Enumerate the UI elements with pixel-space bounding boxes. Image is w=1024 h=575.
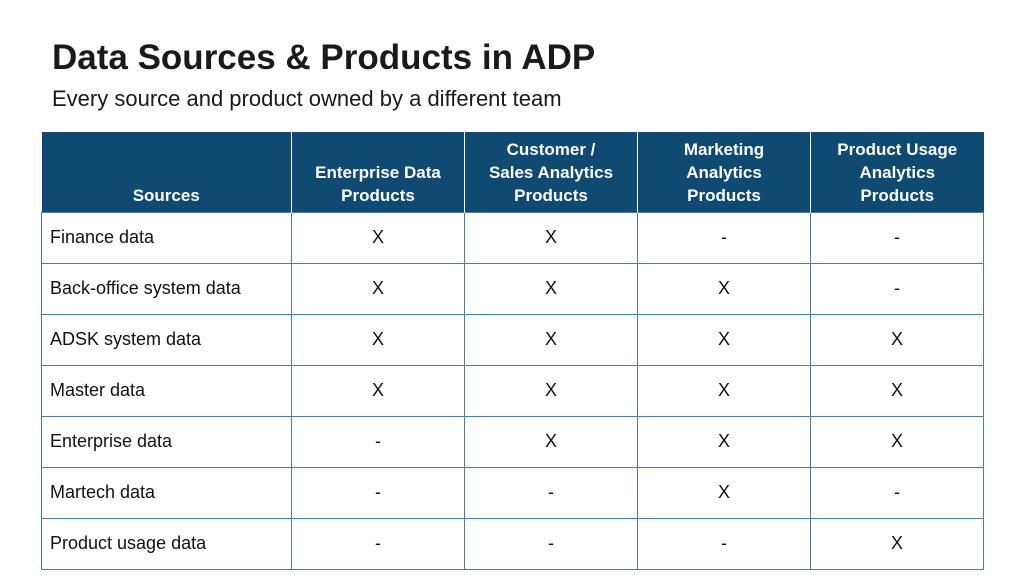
- mark-cell: -: [810, 262, 984, 315]
- mark-cell: X: [810, 517, 984, 570]
- mark-cell: X: [810, 364, 984, 417]
- table-row: Product usage data - - - X: [41, 517, 984, 570]
- table-row: Back-office system data X X X -: [41, 262, 984, 315]
- mark-cell: X: [464, 211, 638, 264]
- mark-cell: X: [810, 415, 984, 468]
- table-head: Sources Enterprise Data Products Customer …: [41, 132, 984, 212]
- column-header: Sources: [41, 132, 292, 212]
- mark-cell: X: [810, 313, 984, 366]
- mark-cell: X: [464, 364, 638, 417]
- mark-cell: -: [810, 211, 984, 264]
- mark-cell: -: [810, 466, 984, 519]
- mark-cell: X: [637, 466, 811, 519]
- column-header: Marketing Analytics Products: [637, 132, 811, 212]
- column-header: Customer / Sales Analytics Products: [464, 132, 638, 212]
- mark-cell: -: [637, 517, 811, 570]
- source-cell: Enterprise data: [41, 415, 292, 468]
- mark-cell: X: [637, 415, 811, 468]
- mark-cell: X: [637, 262, 811, 315]
- mark-cell: X: [464, 415, 638, 468]
- mark-cell: -: [464, 466, 638, 519]
- column-header: Product Usage Analytics Products: [810, 132, 984, 212]
- mark-cell: X: [464, 262, 638, 315]
- table-row: ADSK system data X X X X: [41, 313, 984, 366]
- table-body: Finance data X X - - Back-office system data X…: [41, 211, 984, 570]
- source-cell: Martech data: [41, 466, 292, 519]
- mark-cell: X: [637, 313, 811, 366]
- header-row: Sources Enterprise Data Products Customer …: [41, 132, 984, 212]
- source-cell: ADSK system data: [41, 313, 292, 366]
- table-row: Martech data - - X -: [41, 466, 984, 519]
- table-row: Master data X X X X: [41, 364, 984, 417]
- mark-cell: -: [637, 211, 811, 264]
- mark-cell: X: [291, 262, 465, 315]
- mark-cell: X: [637, 364, 811, 417]
- table: Sources Enterprise Data Products Customer …: [41, 132, 984, 570]
- table-row: Enterprise data - X X X: [41, 415, 984, 468]
- source-cell: Finance data: [41, 211, 292, 264]
- title: Data Sources & Products in ADP: [52, 38, 596, 77]
- source-cell: Master data: [41, 364, 292, 417]
- mark-cell: X: [291, 313, 465, 366]
- mark-cell: -: [291, 466, 465, 519]
- column-header: Enterprise Data Products: [291, 132, 465, 212]
- mark-cell: X: [291, 364, 465, 417]
- subtitle: Every source and product owned by a diff…: [52, 86, 562, 111]
- mark-cell: -: [464, 517, 638, 570]
- mark-cell: X: [464, 313, 638, 366]
- source-cell: Product usage data: [41, 517, 292, 570]
- mark-cell: X: [291, 211, 465, 264]
- mark-cell: -: [291, 517, 465, 570]
- source-cell: Back-office system data: [41, 262, 292, 315]
- mark-cell: -: [291, 415, 465, 468]
- table-row: Finance data X X - -: [41, 211, 984, 264]
